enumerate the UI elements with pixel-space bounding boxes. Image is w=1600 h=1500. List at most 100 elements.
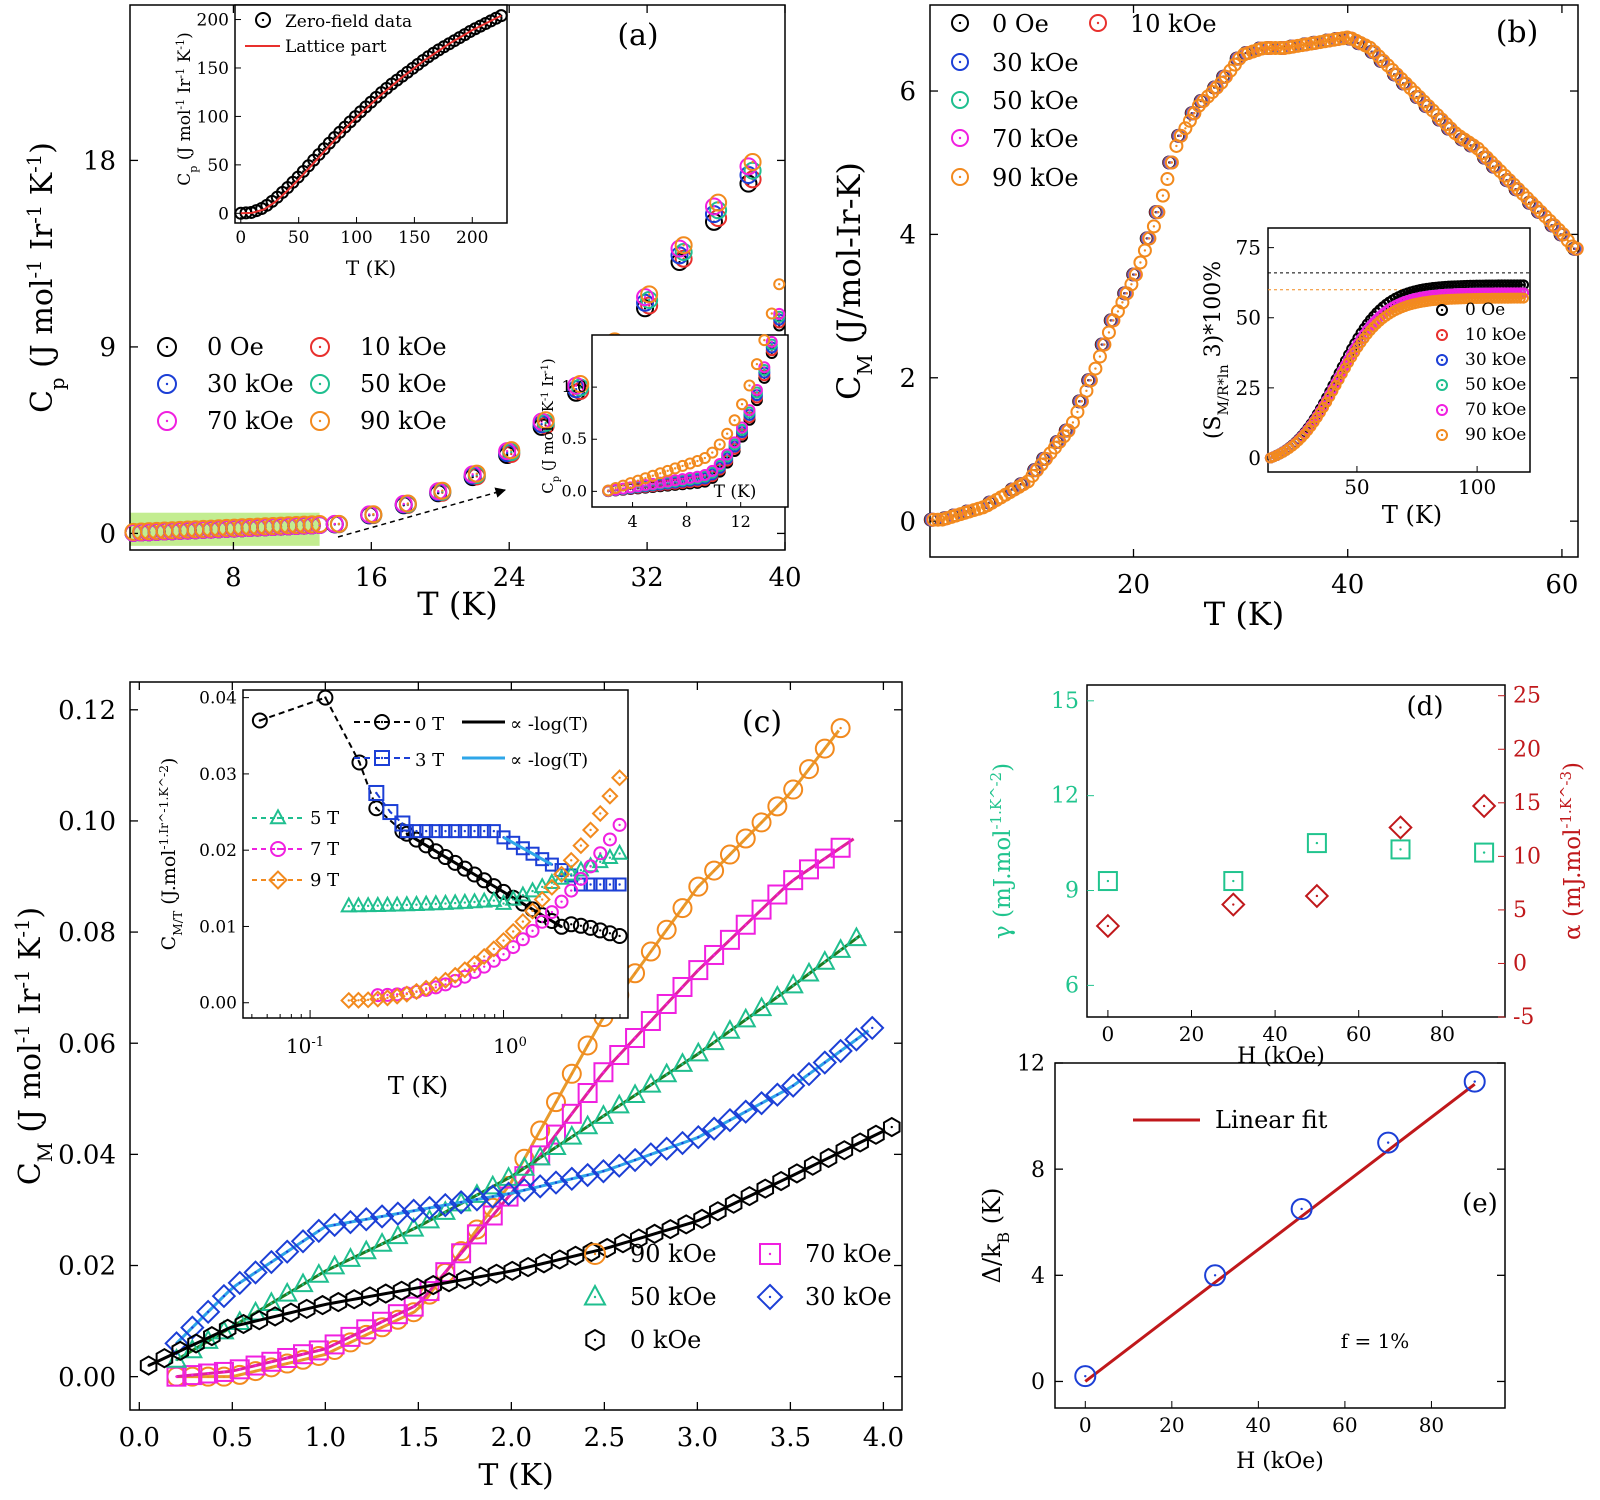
marker-circle xyxy=(1097,337,1112,352)
data-point xyxy=(713,457,726,470)
data-point xyxy=(830,718,851,739)
marker-dot xyxy=(372,513,375,516)
marker-circle xyxy=(765,335,778,348)
marker-circle xyxy=(1191,98,1206,113)
marker-circle xyxy=(1205,85,1220,100)
marker-dot xyxy=(760,821,763,824)
marker-dot xyxy=(755,362,759,366)
data-point xyxy=(798,759,819,780)
marker-dot xyxy=(285,1362,289,1365)
marker-dot xyxy=(685,1223,688,1226)
marker-dot xyxy=(618,934,621,938)
marker-dot xyxy=(475,1228,479,1231)
marker-dot xyxy=(1440,333,1444,337)
marker-circle xyxy=(1336,368,1348,380)
marker-dot xyxy=(728,938,732,942)
marker-dot xyxy=(649,1083,653,1087)
data-point xyxy=(706,464,719,477)
marker-dot xyxy=(434,829,438,833)
data-point xyxy=(1333,374,1345,386)
marker-dot xyxy=(718,462,721,466)
marker-dot xyxy=(305,1307,308,1311)
marker-dot xyxy=(365,1333,368,1337)
marker-dot xyxy=(540,420,543,423)
marker-dot xyxy=(238,1320,241,1324)
data-point xyxy=(758,334,771,347)
data-point xyxy=(1187,106,1202,121)
data-point xyxy=(672,898,693,919)
marker-dot xyxy=(593,1252,597,1256)
marker-circle xyxy=(1182,113,1197,128)
marker-dot xyxy=(542,1262,546,1265)
marker-circle xyxy=(640,290,659,309)
data-point xyxy=(1324,391,1336,403)
marker-circle xyxy=(736,421,749,434)
marker-circle xyxy=(1293,435,1305,447)
marker-circle xyxy=(364,505,383,524)
marker-dot xyxy=(396,1318,400,1321)
marker-dot xyxy=(795,1172,799,1175)
marker-dot xyxy=(958,60,962,64)
marker-dot xyxy=(254,1364,257,1367)
marker-dot xyxy=(384,1292,387,1295)
data-point xyxy=(736,398,749,411)
marker-dot xyxy=(1188,119,1192,122)
marker-dot xyxy=(621,484,625,487)
data-point xyxy=(803,1155,822,1176)
marker-circle xyxy=(1196,94,1211,109)
legend-marker xyxy=(310,337,330,357)
data-point xyxy=(867,1124,885,1145)
marker-dot xyxy=(554,1146,558,1149)
data-point xyxy=(364,505,383,524)
marker-circle xyxy=(636,288,655,307)
data-point xyxy=(882,1116,901,1138)
data-point xyxy=(721,448,734,461)
marker-circle xyxy=(1497,168,1512,183)
marker-dot xyxy=(666,480,669,483)
marker-dot xyxy=(349,1335,352,1339)
marker-circle xyxy=(1318,402,1330,414)
marker-dot xyxy=(682,244,685,247)
marker-dot xyxy=(760,1101,763,1105)
marker-dot xyxy=(570,923,573,926)
marker-dot xyxy=(763,366,766,369)
marker-dot xyxy=(811,1164,814,1167)
data-point xyxy=(1330,379,1342,391)
marker-dot xyxy=(629,481,632,485)
marker-dot xyxy=(165,345,169,349)
marker-circle xyxy=(750,358,763,371)
marker-dot xyxy=(523,1188,526,1192)
data-point xyxy=(1151,205,1166,220)
inset-b-frame xyxy=(1267,227,1531,473)
data-point xyxy=(851,1132,869,1153)
marker-dot xyxy=(226,1327,229,1331)
marker-dot xyxy=(681,1062,684,1066)
marker-dot xyxy=(507,1192,510,1195)
marker-dot xyxy=(380,1320,384,1323)
marker-dot xyxy=(711,471,714,474)
marker-dot xyxy=(349,1220,352,1224)
marker-dot xyxy=(475,1193,479,1197)
data-point xyxy=(155,1348,174,1369)
marker-dot xyxy=(725,455,729,458)
data-point xyxy=(640,941,661,962)
marker-dot xyxy=(270,1260,273,1264)
marker-dot xyxy=(491,1195,494,1198)
marker-dot xyxy=(1440,308,1444,312)
marker-circle xyxy=(1362,40,1377,55)
marker-circle xyxy=(765,307,778,320)
marker-dot xyxy=(574,384,578,387)
marker-circle xyxy=(1289,438,1301,450)
marker-circle xyxy=(739,157,758,176)
data-point xyxy=(736,421,749,434)
data-point xyxy=(1339,362,1351,374)
marker-circle xyxy=(1506,177,1521,192)
marker-dot xyxy=(823,747,826,750)
marker-dot xyxy=(238,1373,241,1377)
marker-circle xyxy=(1088,361,1103,376)
marker-dot xyxy=(716,201,720,204)
marker-dot xyxy=(696,475,699,478)
data-point xyxy=(733,1099,758,1124)
marker-dot xyxy=(618,1053,621,1057)
marker-dot xyxy=(858,1141,862,1144)
